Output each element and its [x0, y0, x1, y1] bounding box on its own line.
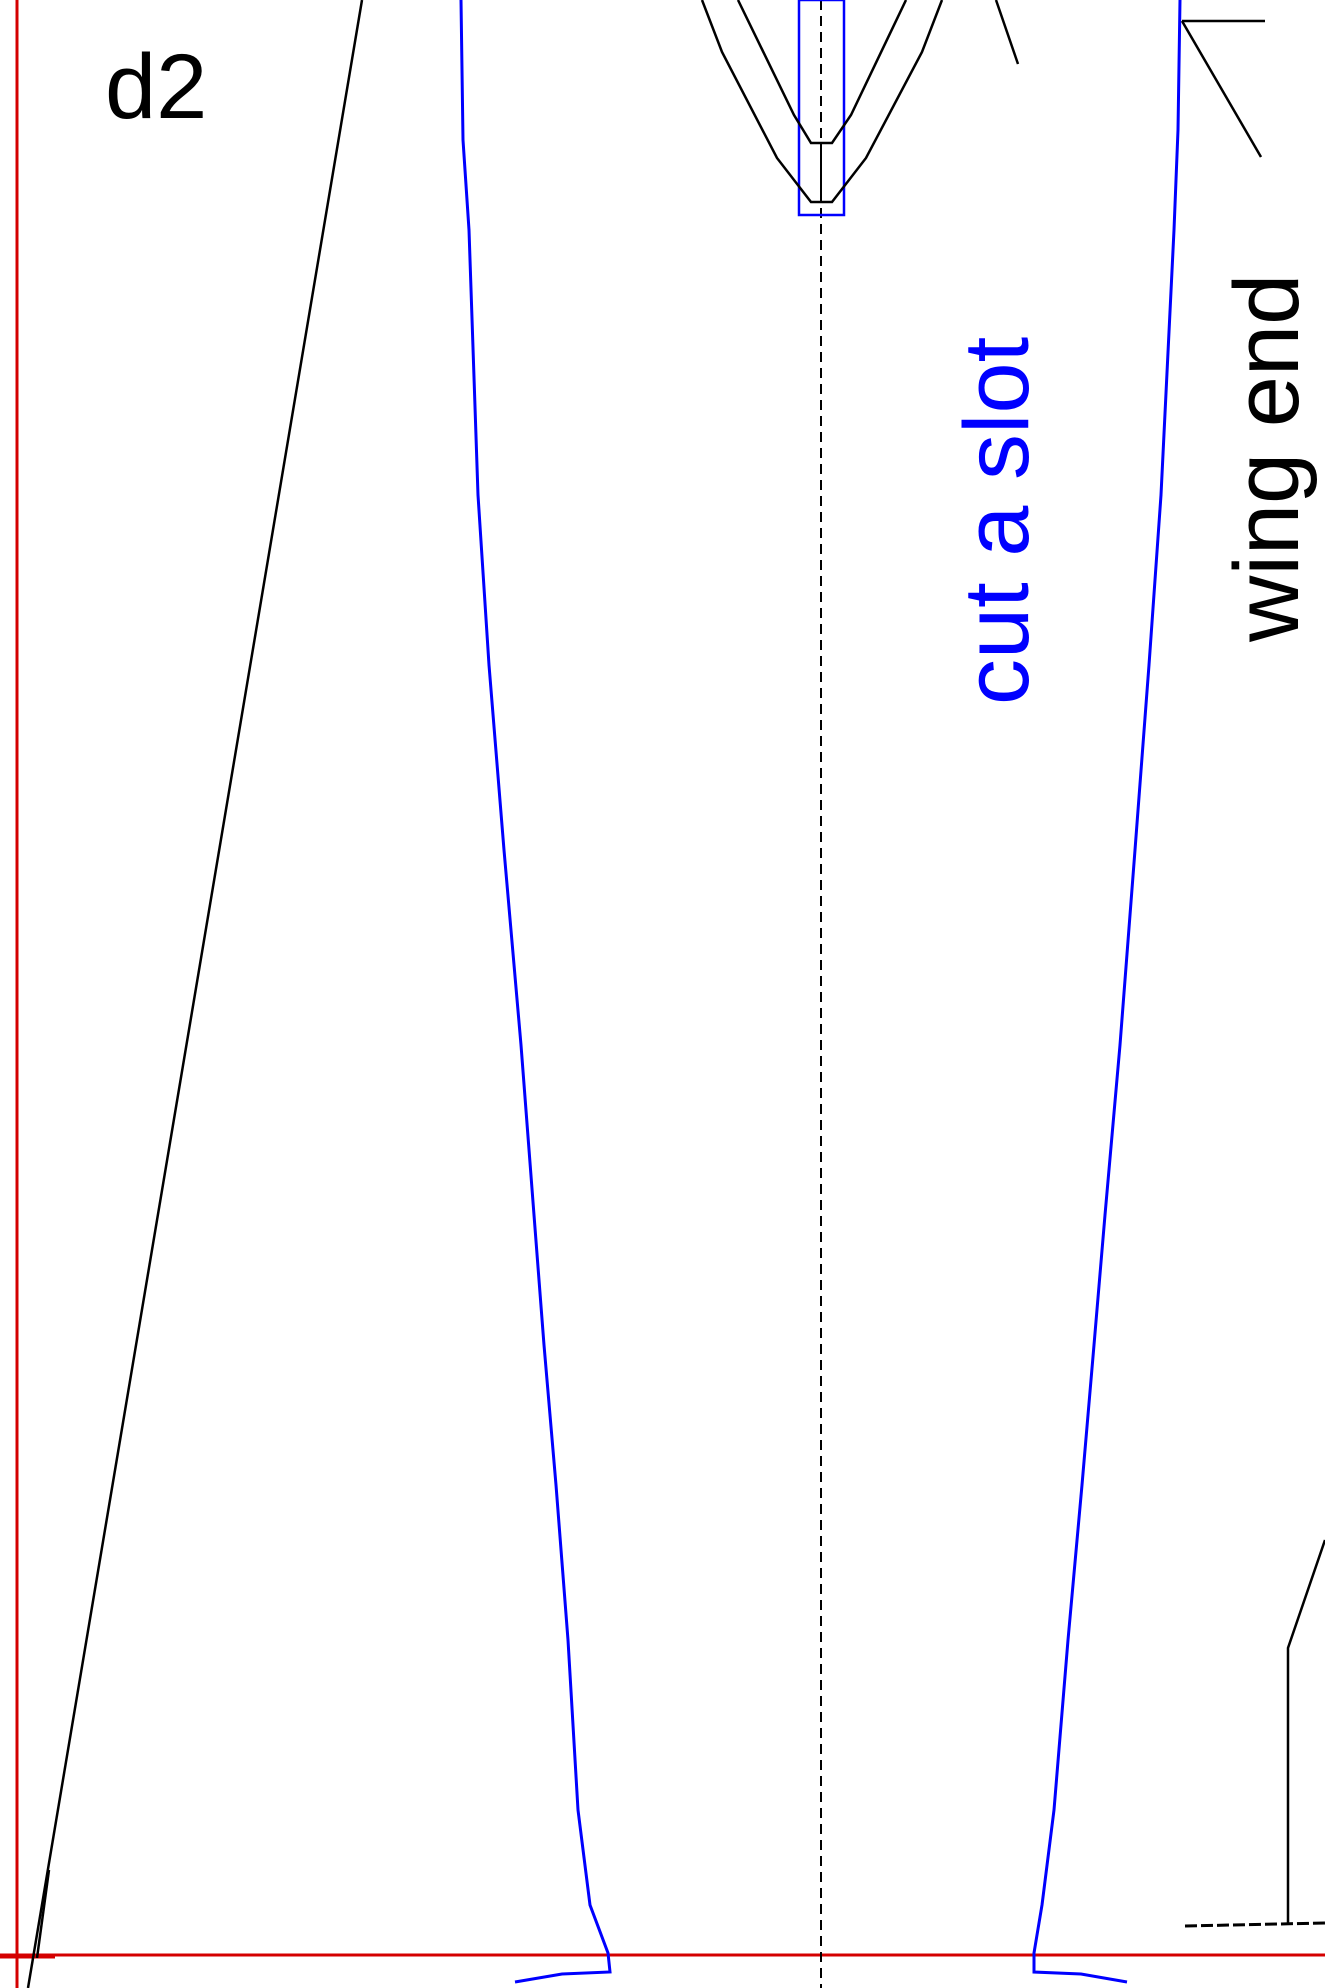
diagonal-tick: [37, 1870, 49, 1958]
bottom-right-dashed: [1185, 1923, 1325, 1926]
wing-end-label: wing end: [1216, 274, 1318, 643]
wing-leader-short: [996, 0, 1018, 64]
bottom-right-detail: [1185, 1540, 1325, 1926]
body-outline-right: [1034, 0, 1180, 1982]
wing-leader-diagonal: [1182, 21, 1261, 157]
wing-end-leaders: [996, 0, 1265, 157]
bottom-right-bracket: [1288, 1540, 1325, 1923]
sheet-label: d2: [105, 36, 207, 138]
diagonal-guide: [28, 0, 362, 1988]
body-outline-left: [461, 0, 610, 1982]
diagonal-guide-line: [28, 0, 362, 1988]
cut-a-slot-label: cut a slot: [946, 337, 1048, 705]
